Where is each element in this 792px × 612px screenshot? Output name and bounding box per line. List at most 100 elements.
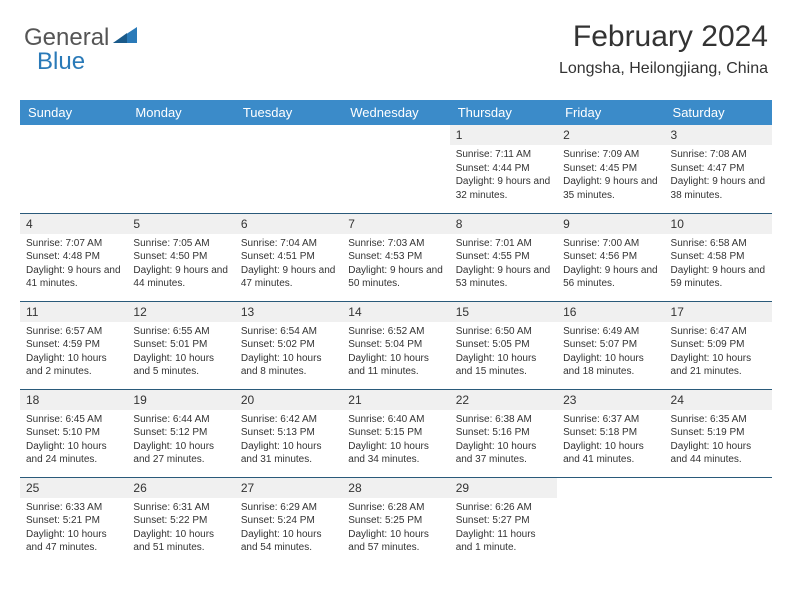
day-number: 24 bbox=[665, 390, 772, 410]
calendar-cell: 13Sunrise: 6:54 AMSunset: 5:02 PMDayligh… bbox=[235, 301, 342, 389]
day-number: 7 bbox=[342, 214, 449, 234]
day-number: 29 bbox=[450, 478, 557, 498]
page-title: February 2024 bbox=[559, 20, 768, 54]
day-details: Sunrise: 7:07 AMSunset: 4:48 PMDaylight:… bbox=[20, 234, 127, 295]
calendar-cell: 3Sunrise: 7:08 AMSunset: 4:47 PMDaylight… bbox=[665, 125, 772, 213]
calendar-cell: 27Sunrise: 6:29 AMSunset: 5:24 PMDayligh… bbox=[235, 477, 342, 565]
day-number: 17 bbox=[665, 302, 772, 322]
calendar-table: Sunday Monday Tuesday Wednesday Thursday… bbox=[20, 100, 772, 565]
calendar-cell: 5Sunrise: 7:05 AMSunset: 4:50 PMDaylight… bbox=[127, 213, 234, 301]
day-details: Sunrise: 6:54 AMSunset: 5:02 PMDaylight:… bbox=[235, 322, 342, 383]
day-details: Sunrise: 6:37 AMSunset: 5:18 PMDaylight:… bbox=[557, 410, 664, 471]
day-number: 25 bbox=[20, 478, 127, 498]
day-number: 14 bbox=[342, 302, 449, 322]
day-number: 15 bbox=[450, 302, 557, 322]
day-details: Sunrise: 6:31 AMSunset: 5:22 PMDaylight:… bbox=[127, 498, 234, 559]
calendar-cell: 2Sunrise: 7:09 AMSunset: 4:45 PMDaylight… bbox=[557, 125, 664, 213]
day-details: Sunrise: 6:40 AMSunset: 5:15 PMDaylight:… bbox=[342, 410, 449, 471]
location-label: Longsha, Heilongjiang, China bbox=[559, 60, 768, 78]
calendar-cell: 22Sunrise: 6:38 AMSunset: 5:16 PMDayligh… bbox=[450, 389, 557, 477]
weekday-header: Friday bbox=[557, 100, 664, 125]
calendar-cell: 12Sunrise: 6:55 AMSunset: 5:01 PMDayligh… bbox=[127, 301, 234, 389]
day-number: 27 bbox=[235, 478, 342, 498]
weekday-header-row: Sunday Monday Tuesday Wednesday Thursday… bbox=[20, 100, 772, 125]
day-number: 22 bbox=[450, 390, 557, 410]
day-number: 8 bbox=[450, 214, 557, 234]
calendar-cell: 24Sunrise: 6:35 AMSunset: 5:19 PMDayligh… bbox=[665, 389, 772, 477]
calendar-cell: 29Sunrise: 6:26 AMSunset: 5:27 PMDayligh… bbox=[450, 477, 557, 565]
day-number: 9 bbox=[557, 214, 664, 234]
day-details: Sunrise: 6:26 AMSunset: 5:27 PMDaylight:… bbox=[450, 498, 557, 559]
calendar-row: 25Sunrise: 6:33 AMSunset: 5:21 PMDayligh… bbox=[20, 477, 772, 565]
calendar-cell: 20Sunrise: 6:42 AMSunset: 5:13 PMDayligh… bbox=[235, 389, 342, 477]
calendar-cell: .. bbox=[665, 477, 772, 565]
calendar-cell: 10Sunrise: 6:58 AMSunset: 4:58 PMDayligh… bbox=[665, 213, 772, 301]
calendar-cell: .. bbox=[20, 125, 127, 213]
calendar-row: 18Sunrise: 6:45 AMSunset: 5:10 PMDayligh… bbox=[20, 389, 772, 477]
day-details: Sunrise: 6:49 AMSunset: 5:07 PMDaylight:… bbox=[557, 322, 664, 383]
day-number: 13 bbox=[235, 302, 342, 322]
day-number: 26 bbox=[127, 478, 234, 498]
calendar-cell: 9Sunrise: 7:00 AMSunset: 4:56 PMDaylight… bbox=[557, 213, 664, 301]
weekday-header: Saturday bbox=[665, 100, 772, 125]
day-details: Sunrise: 6:38 AMSunset: 5:16 PMDaylight:… bbox=[450, 410, 557, 471]
day-number: 12 bbox=[127, 302, 234, 322]
day-details: Sunrise: 6:35 AMSunset: 5:19 PMDaylight:… bbox=[665, 410, 772, 471]
day-details: Sunrise: 6:44 AMSunset: 5:12 PMDaylight:… bbox=[127, 410, 234, 471]
calendar-cell: 6Sunrise: 7:04 AMSunset: 4:51 PMDaylight… bbox=[235, 213, 342, 301]
day-number: 11 bbox=[20, 302, 127, 322]
calendar-cell: 18Sunrise: 6:45 AMSunset: 5:10 PMDayligh… bbox=[20, 389, 127, 477]
day-details: Sunrise: 6:45 AMSunset: 5:10 PMDaylight:… bbox=[20, 410, 127, 471]
day-details: Sunrise: 6:33 AMSunset: 5:21 PMDaylight:… bbox=[20, 498, 127, 559]
calendar-cell: 1Sunrise: 7:11 AMSunset: 4:44 PMDaylight… bbox=[450, 125, 557, 213]
day-number: 3 bbox=[665, 125, 772, 145]
day-number: 18 bbox=[20, 390, 127, 410]
weekday-header: Wednesday bbox=[342, 100, 449, 125]
day-details: Sunrise: 6:57 AMSunset: 4:59 PMDaylight:… bbox=[20, 322, 127, 383]
logo-icon bbox=[113, 24, 139, 52]
day-number: 20 bbox=[235, 390, 342, 410]
calendar-cell: 8Sunrise: 7:01 AMSunset: 4:55 PMDaylight… bbox=[450, 213, 557, 301]
day-number: 6 bbox=[235, 214, 342, 234]
day-details: Sunrise: 6:52 AMSunset: 5:04 PMDaylight:… bbox=[342, 322, 449, 383]
day-number: 10 bbox=[665, 214, 772, 234]
day-number: 16 bbox=[557, 302, 664, 322]
calendar-row: 11Sunrise: 6:57 AMSunset: 4:59 PMDayligh… bbox=[20, 301, 772, 389]
calendar-cell: 14Sunrise: 6:52 AMSunset: 5:04 PMDayligh… bbox=[342, 301, 449, 389]
day-details: Sunrise: 7:09 AMSunset: 4:45 PMDaylight:… bbox=[557, 145, 664, 206]
day-details: Sunrise: 7:04 AMSunset: 4:51 PMDaylight:… bbox=[235, 234, 342, 295]
day-details: Sunrise: 6:55 AMSunset: 5:01 PMDaylight:… bbox=[127, 322, 234, 383]
day-number: 1 bbox=[450, 125, 557, 145]
day-number: 5 bbox=[127, 214, 234, 234]
day-details: Sunrise: 6:28 AMSunset: 5:25 PMDaylight:… bbox=[342, 498, 449, 559]
weekday-header: Thursday bbox=[450, 100, 557, 125]
day-details: Sunrise: 7:08 AMSunset: 4:47 PMDaylight:… bbox=[665, 145, 772, 206]
calendar-cell: 11Sunrise: 6:57 AMSunset: 4:59 PMDayligh… bbox=[20, 301, 127, 389]
day-number: 2 bbox=[557, 125, 664, 145]
calendar-cell: 26Sunrise: 6:31 AMSunset: 5:22 PMDayligh… bbox=[127, 477, 234, 565]
day-details: Sunrise: 7:01 AMSunset: 4:55 PMDaylight:… bbox=[450, 234, 557, 295]
header: February 2024 Longsha, Heilongjiang, Chi… bbox=[559, 20, 768, 78]
day-details: Sunrise: 6:50 AMSunset: 5:05 PMDaylight:… bbox=[450, 322, 557, 383]
calendar-cell: .. bbox=[342, 125, 449, 213]
day-number: 4 bbox=[20, 214, 127, 234]
day-details: Sunrise: 6:29 AMSunset: 5:24 PMDaylight:… bbox=[235, 498, 342, 559]
calendar-cell: 15Sunrise: 6:50 AMSunset: 5:05 PMDayligh… bbox=[450, 301, 557, 389]
day-details: Sunrise: 7:05 AMSunset: 4:50 PMDaylight:… bbox=[127, 234, 234, 295]
day-number: 21 bbox=[342, 390, 449, 410]
day-details: Sunrise: 7:03 AMSunset: 4:53 PMDaylight:… bbox=[342, 234, 449, 295]
weekday-header: Monday bbox=[127, 100, 234, 125]
calendar-cell: 4Sunrise: 7:07 AMSunset: 4:48 PMDaylight… bbox=[20, 213, 127, 301]
logo-text-blue: Blue bbox=[37, 48, 85, 76]
calendar-cell: 19Sunrise: 6:44 AMSunset: 5:12 PMDayligh… bbox=[127, 389, 234, 477]
calendar-cell: .. bbox=[557, 477, 664, 565]
day-details: Sunrise: 6:47 AMSunset: 5:09 PMDaylight:… bbox=[665, 322, 772, 383]
calendar-cell: 25Sunrise: 6:33 AMSunset: 5:21 PMDayligh… bbox=[20, 477, 127, 565]
calendar-cell: 7Sunrise: 7:03 AMSunset: 4:53 PMDaylight… bbox=[342, 213, 449, 301]
calendar-cell: .. bbox=[235, 125, 342, 213]
day-details: Sunrise: 7:00 AMSunset: 4:56 PMDaylight:… bbox=[557, 234, 664, 295]
calendar-cell: 21Sunrise: 6:40 AMSunset: 5:15 PMDayligh… bbox=[342, 389, 449, 477]
weekday-header: Sunday bbox=[20, 100, 127, 125]
calendar-cell: 28Sunrise: 6:28 AMSunset: 5:25 PMDayligh… bbox=[342, 477, 449, 565]
day-number: 23 bbox=[557, 390, 664, 410]
